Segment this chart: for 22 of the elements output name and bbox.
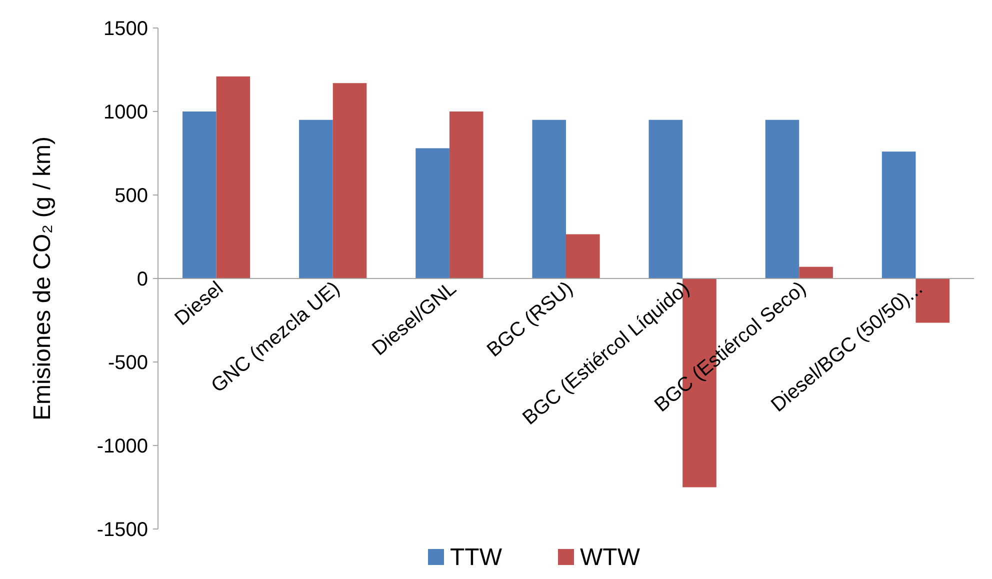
bar [216, 76, 250, 278]
y-tick-label: 500 [114, 185, 148, 207]
bar [566, 234, 600, 278]
bar [648, 120, 683, 278]
legend-label: WTW [580, 544, 640, 571]
bar [765, 120, 800, 278]
legend-label: TTW [450, 544, 502, 571]
y-tick-label: 1500 [104, 18, 148, 40]
bar [449, 112, 484, 278]
bar [416, 148, 450, 278]
bar [532, 120, 566, 278]
y-axis-title: Emisiones de CO₂ (g / km) [29, 136, 56, 421]
bar [799, 266, 833, 278]
y-tick-label: 1000 [104, 102, 148, 124]
bar [882, 152, 916, 278]
y-tick-label: 0 [136, 268, 148, 290]
bar [332, 83, 367, 278]
bar [182, 112, 216, 278]
y-tick-label: -1000 [96, 436, 148, 458]
y-tick-label: -1500 [96, 519, 148, 541]
bar [299, 120, 333, 278]
y-tick-label: -500 [108, 352, 148, 374]
